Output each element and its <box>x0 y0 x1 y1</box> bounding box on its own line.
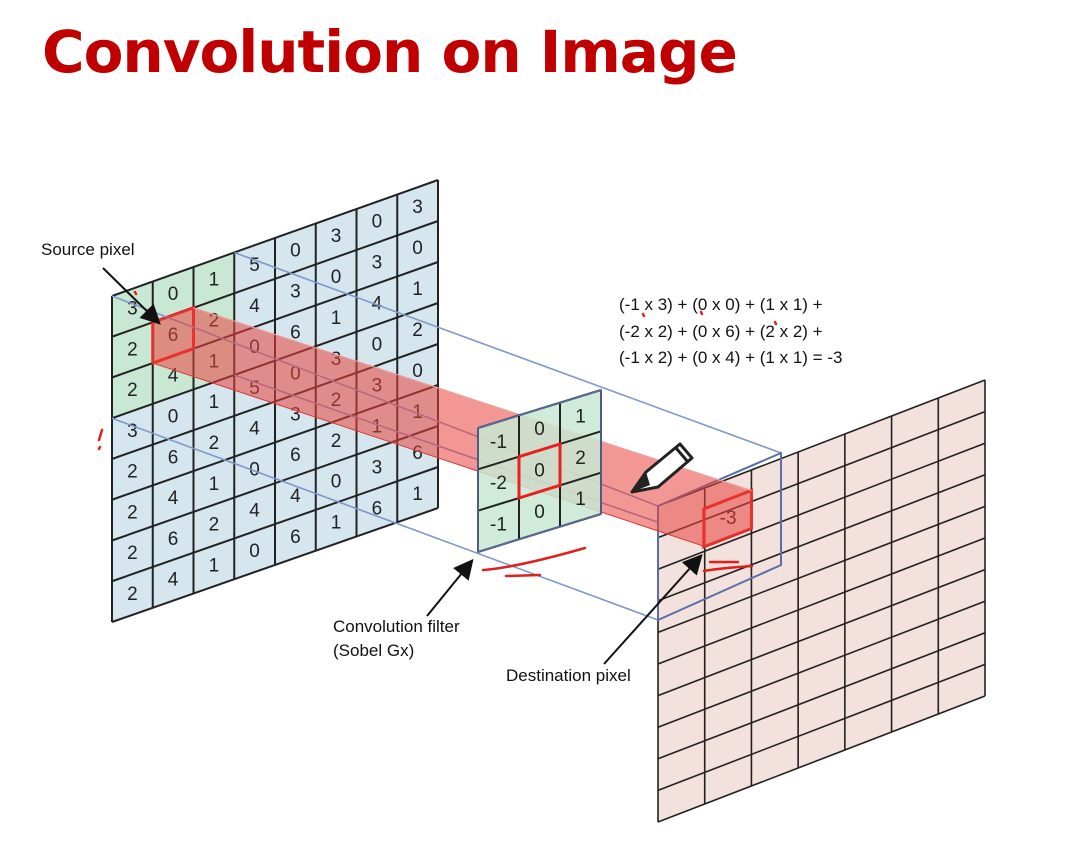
source-cell-value: 6 <box>290 445 301 466</box>
destination-pixel-label: Destination pixel <box>506 666 631 685</box>
source-cell-value: 4 <box>249 419 260 440</box>
source-cell-value: 4 <box>249 500 260 521</box>
source-cell-value: 0 <box>331 267 342 288</box>
source-cell-value: 4 <box>168 570 179 591</box>
source-cell-value: 0 <box>290 241 301 262</box>
source-cell-value: 4 <box>168 366 179 387</box>
source-cell-value: 2 <box>127 584 138 605</box>
source-cell-value: 3 <box>372 253 383 274</box>
source-cell-value: 2 <box>127 462 138 483</box>
source-cell-value: 3 <box>331 226 342 247</box>
filter-frame <box>477 388 602 554</box>
destination-pixel-arrow <box>603 554 703 665</box>
filter-arrow <box>426 558 474 617</box>
source-cell-value: 6 <box>168 529 179 550</box>
source-cell-value: 1 <box>412 279 423 300</box>
source-cell-value: 1 <box>331 513 342 534</box>
filter-cell-value: 0 <box>534 419 545 440</box>
filter-cell-value: 1 <box>575 407 586 428</box>
formula-line-2: (-2 x 2) + (0 x 6) + (2 x 2) + <box>619 322 823 341</box>
source-cell-value: 1 <box>209 270 220 291</box>
source-cell-value: 2 <box>331 431 342 452</box>
source-cell-value: 2 <box>127 543 138 564</box>
source-cell-value: 0 <box>412 361 423 382</box>
source-cell-value: 4 <box>168 488 179 509</box>
filter-cell-value: 2 <box>575 448 586 469</box>
filter-cell-value: 0 <box>534 461 545 482</box>
filter-cell-value: 1 <box>575 489 586 510</box>
source-pixel-label: Source pixel <box>41 240 135 259</box>
source-cell-value: 3 <box>372 457 383 478</box>
source-cell-value: 3 <box>127 299 138 320</box>
source-cell-value: 2 <box>209 433 220 454</box>
pencil-icon <box>630 442 694 494</box>
source-cell-value: 6 <box>168 447 179 468</box>
filter-center-box <box>517 441 562 501</box>
source-pixel-arrow <box>102 267 161 325</box>
source-cell-value: 0 <box>168 407 179 428</box>
source-cell-value: 0 <box>168 284 179 305</box>
filter-grid: -1 0 1 -2 0 2 -1 0 1 <box>477 388 602 554</box>
source-cell-value: 3 <box>290 404 301 425</box>
source-cell-value: 4 <box>290 486 301 507</box>
source-cell-value: 0 <box>249 460 260 481</box>
source-cell-value: 1 <box>209 474 220 495</box>
source-cell-value: 2 <box>209 515 220 536</box>
filter-cell-value: -1 <box>490 515 507 536</box>
formula-line-3: (-1 x 2) + (0 x 4) + (1 x 1) = -3 <box>619 348 842 367</box>
filter-cell-value: -1 <box>490 432 507 453</box>
projection-line <box>233 251 782 454</box>
source-cell-value: 6 <box>290 323 301 344</box>
source-cell-value: 2 <box>127 380 138 401</box>
filter-label-line2: (Sobel Gx) <box>333 641 414 660</box>
source-cell-value: 2 <box>412 320 423 341</box>
source-cell-value: 0 <box>331 472 342 493</box>
source-cell-value: 6 <box>372 498 383 519</box>
source-cell-value: 0 <box>372 335 383 356</box>
source-cell-value: 0 <box>412 238 423 259</box>
source-cell-value: 3 <box>290 282 301 303</box>
projection-line <box>111 417 659 621</box>
source-cell-value: 5 <box>249 255 260 276</box>
handwritten-annotations <box>97 290 778 578</box>
source-cell-value: 2 <box>127 503 138 524</box>
filter-cell-value: 0 <box>534 502 545 523</box>
source-cell-value: 3 <box>412 197 423 218</box>
source-cell-value: 6 <box>412 443 423 464</box>
page-title: Convolution on Image <box>42 18 738 86</box>
filter-label-line1: Convolution filter <box>333 617 460 636</box>
formula-line-1: (-1 x 3) + (0 x 0) + (1 x 1) + <box>619 295 823 314</box>
source-cell-value: 0 <box>372 212 383 233</box>
source-cell-value: 1 <box>412 484 423 505</box>
source-cell-value: 1 <box>209 392 220 413</box>
filter-background <box>478 390 601 552</box>
source-cell-value: 4 <box>249 296 260 317</box>
filter-cell-value: -2 <box>490 473 507 494</box>
destination-kernel-area <box>657 451 782 622</box>
destination-image-grid: -3 <box>657 379 986 823</box>
source-cell-value: 6 <box>290 527 301 548</box>
source-cell-value: 0 <box>249 541 260 562</box>
source-cell-value: 1 <box>331 308 342 329</box>
source-cell-value: 1 <box>209 556 220 577</box>
source-cell-value: 3 <box>127 421 138 442</box>
source-cell-value: 2 <box>127 339 138 360</box>
